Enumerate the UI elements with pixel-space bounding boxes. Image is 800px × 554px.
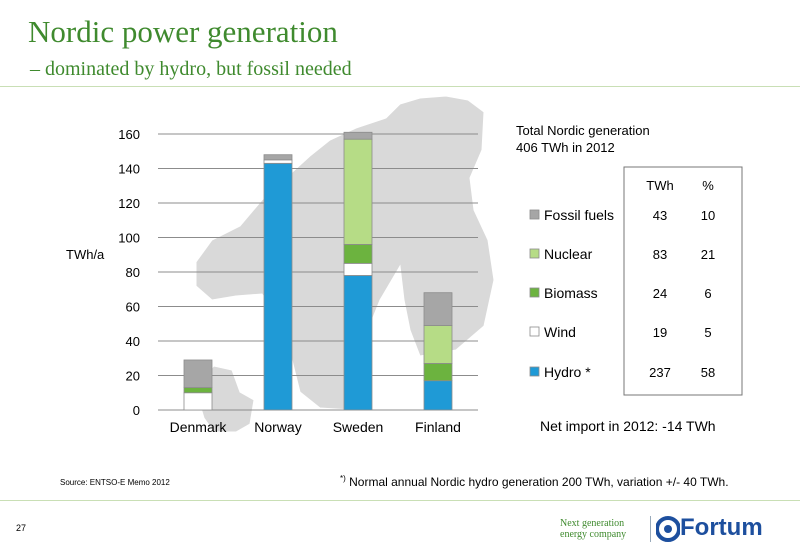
legend-label: Nuclear: [544, 246, 593, 262]
chart-canvas: 0 20 40 60 80 100 120 140 160 Denmark Norway Swede…: [66, 95, 743, 435]
footnote-text: Normal annual Nordic hydro generation 20…: [345, 475, 729, 489]
legend-swatch: [529, 326, 540, 337]
legend-label: Biomass: [544, 285, 598, 301]
y-axis-tick-labels: 0 20 40 60 80 100 120 140 160: [118, 127, 140, 418]
totals-twh-value: 24: [653, 286, 667, 301]
legend-swatch: [529, 248, 540, 259]
logo-divider: [650, 516, 651, 542]
y-tick-label: 40: [126, 334, 140, 349]
totals-twh-value: 19: [653, 325, 667, 340]
totals-pct-value: 5: [704, 325, 711, 340]
source-note: Source: ENTSO-E Memo 2012: [60, 478, 170, 487]
bar-segment-finland-nuclear: [423, 325, 453, 364]
y-tick-label: 140: [118, 162, 140, 177]
slide-subtitle: – dominated by hydro, but fossil needed: [30, 58, 352, 80]
tagline: Next generation energy company: [560, 518, 626, 540]
totals-table: TWh % 43 10 83 21 24 6 19 5 237 58: [646, 178, 715, 380]
total-generation-line1: Total Nordic generation: [516, 123, 650, 138]
logo-wordmark: Fortum: [680, 514, 763, 541]
footnote-mark: *): [340, 474, 346, 483]
legend-swatch: [529, 287, 540, 298]
bar-segment-denmark-wind: [183, 392, 213, 411]
footnote: *) Normal annual Nordic hydro generation…: [340, 474, 729, 489]
footer-divider: [0, 500, 800, 501]
bar-segment-finland-fossil-fuels: [423, 292, 453, 326]
bar-segment-norway-wind: [263, 159, 293, 164]
y-tick-label: 20: [126, 369, 140, 384]
chart-legend: Fossil fuels Nuclear Biomass Wind Hydro *: [529, 207, 614, 380]
total-generation: Total Nordic generation 406 TWh in 2012: [516, 122, 650, 156]
legend-label: Fossil fuels: [544, 207, 614, 223]
x-tick-label: Denmark: [170, 419, 228, 435]
bar-segment-finland-hydro: [423, 380, 453, 411]
page-number: 27: [16, 523, 27, 533]
bar-segment-norway-fossil-fuels: [263, 154, 293, 161]
bar-segment-sweden-hydro: [343, 275, 373, 411]
legend-swatch: [529, 366, 540, 377]
y-tick-label: 100: [118, 231, 140, 246]
totals-table-border: [623, 166, 743, 396]
y-tick-label: 0: [133, 403, 140, 418]
y-axis-label: TWh/a: [66, 247, 105, 262]
chart-bars: [183, 131, 453, 411]
totals-pct-value: 10: [701, 208, 715, 223]
bar-segment-finland-biomass: [423, 363, 453, 382]
net-import-text: Net import in 2012: -14 TWh: [540, 418, 716, 434]
bar-segment-denmark-fossil-fuels: [183, 359, 213, 388]
tagline-line2: energy company: [560, 529, 627, 540]
totals-twh-value: 237: [649, 365, 671, 380]
totals-pct-value: 58: [701, 365, 715, 380]
x-tick-label: Norway: [254, 419, 301, 435]
y-tick-label: 160: [118, 127, 140, 142]
x-tick-label: Finland: [415, 419, 461, 435]
y-tick-label: 120: [118, 196, 140, 211]
fortum-logo-icon: [656, 516, 680, 542]
bar-segment-sweden-fossil-fuels: [343, 131, 373, 140]
totals-header: TWh: [646, 178, 673, 193]
slide-title: Nordic power generation: [28, 14, 338, 49]
totals-pct-value: 21: [701, 247, 715, 262]
bar-segment-sweden-nuclear: [343, 138, 373, 245]
total-generation-line2: 406 TWh in 2012: [516, 140, 615, 155]
legend-label: Wind: [544, 324, 576, 340]
legend-label: Hydro *: [544, 364, 591, 380]
bar-segment-sweden-biomass: [343, 243, 373, 264]
totals-twh-value: 83: [653, 247, 667, 262]
bar-segment-sweden-wind: [343, 262, 373, 276]
bar-segment-denmark-biomass: [183, 387, 213, 394]
legend-swatch: [529, 209, 540, 220]
x-tick-label: Sweden: [333, 419, 384, 435]
bar-segment-norway-hydro: [263, 162, 293, 411]
y-tick-label: 60: [126, 300, 140, 315]
totals-pct-value: 6: [704, 286, 711, 301]
tagline-line1: Next generation: [560, 518, 625, 529]
totals-header: %: [702, 178, 714, 193]
x-axis-tick-labels: Denmark Norway Sweden Finland: [170, 419, 461, 435]
header-divider: [0, 86, 800, 87]
totals-twh-value: 43: [653, 208, 667, 223]
y-tick-label: 80: [126, 265, 140, 280]
